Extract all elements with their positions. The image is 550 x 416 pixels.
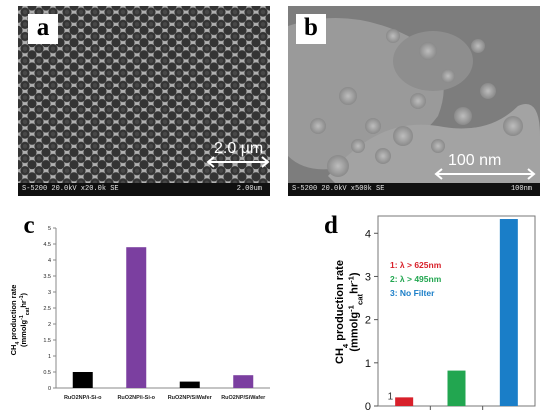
bar [126, 247, 147, 388]
y-tick-label: 1 [48, 354, 51, 360]
x-tick-label: RuO2NP/SiWafer [168, 395, 213, 401]
y-tick-label: 5 [48, 226, 51, 232]
legend-entry: 1: λ > 625nm [390, 260, 442, 270]
sem-image-b: 100 nm S-5200 20.0kV x500k SE 100nm b [288, 6, 540, 196]
x-tick-label: RuO2NP/SiWafer [221, 395, 266, 401]
bar [233, 375, 254, 388]
bar-1-label: 1 [388, 391, 394, 402]
bar [72, 372, 93, 388]
y-tick-label: 2 [365, 315, 371, 327]
y-axis-label-c-line2: (mmolg-1cathr-1) [19, 292, 31, 347]
y-tick-label: 3 [365, 271, 371, 283]
y-tick-label: 2 [48, 322, 51, 328]
y-tick-label: 0.5 [43, 370, 51, 376]
y-axis-label-c: CH4 production rate (mmolg-1cathr-1) [9, 285, 31, 356]
y-tick-label: 4 [365, 228, 371, 240]
y-tick-label: 4 [48, 258, 51, 264]
chart-d: 0 1 2 3 4 1 1: λ > 625nm 2: λ > 495nm 3: No Filt… [334, 215, 536, 413]
panel-label-a: a [28, 14, 58, 44]
panel-label-c: c [14, 212, 44, 242]
sem-image-a: 2.0 µm S-5200 20.0kV x20.0k SE 2.00um a [18, 6, 270, 196]
sem-info-strip-b: S-5200 20.0kV x500k SE 100nm [288, 183, 540, 196]
y-tick-label: 3.5 [43, 274, 51, 280]
y-tick-label: 1.5 [43, 338, 51, 344]
bar [447, 370, 466, 406]
sem-info-right-b: 100nm [510, 185, 532, 193]
scale-text-b: 100 nm [448, 152, 502, 169]
y-axis-label-c-line1: CH4 production rate [9, 285, 21, 356]
y-axis-label-d-line2: (mmolg-1cathr-1) [346, 272, 364, 352]
bar [499, 219, 518, 406]
y-tick-label: 0 [365, 401, 371, 413]
bar [395, 397, 414, 406]
y-tick-label: 3 [48, 290, 51, 296]
legend-entry: 3: No Filter [390, 288, 435, 298]
y-axis-label-d: CH4 production rate (mmolg-1cathr-1) [334, 260, 364, 364]
panel-label-d: d [316, 212, 346, 242]
sem-info-right-a: 2.00um [236, 185, 262, 193]
panel-label-b: b [296, 14, 326, 44]
legend-entry: 2: λ > 495nm [390, 274, 442, 284]
sem-info-strip-a: S-5200 20.0kV x20.0k SE 2.00um [18, 183, 270, 196]
sem-info-left-b: S-5200 20.0kV x500k SE [292, 185, 385, 193]
y-axis-label-d-line1: CH4 production rate [334, 260, 350, 364]
scale-text-a: 2.0 µm [214, 140, 264, 157]
bar [179, 381, 200, 388]
honeycomb-texture [18, 6, 270, 196]
chart-c: 0 0.5 1 1.5 2 2.5 3 3.5 4 4.5 5 RuO2NP/i-Si-o RuO2NP… [9, 226, 270, 401]
y-tick-label: 1 [365, 358, 371, 370]
x-tick-label: RuO2NP/i-Si-o [64, 395, 102, 401]
sem-info-left-a: S-5200 20.0kV x20.0k SE [22, 185, 119, 193]
x-tick-label: RuO2NP/i-Si-o [117, 395, 155, 401]
y-tick-label: 4.5 [43, 242, 51, 248]
y-tick-label: 2.5 [43, 306, 51, 312]
nanoparticle-texture [288, 6, 540, 196]
y-tick-label: 0 [48, 386, 51, 392]
